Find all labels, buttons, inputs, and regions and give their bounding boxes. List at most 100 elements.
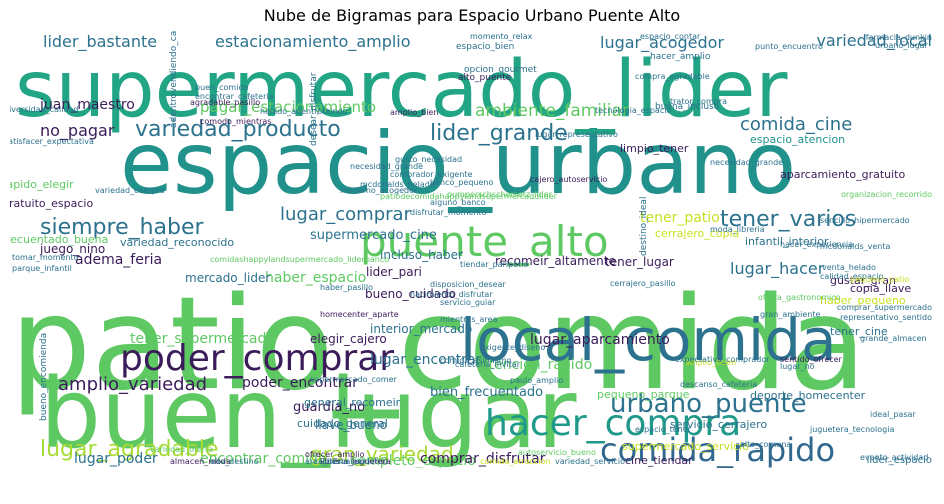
word-160: comida_asimismo <box>440 356 512 365</box>
word-79: comodo_mientras <box>200 117 272 126</box>
word-25: juan_maestro <box>40 97 135 113</box>
word-89: variedad_compra <box>95 186 165 195</box>
word-149: comprador_exigente <box>390 170 473 179</box>
word-84: cajero_autoservicio <box>530 175 608 184</box>
word-136: mcdonalds_venta <box>820 242 891 251</box>
word-16: gran_variedad <box>310 442 454 466</box>
word-132: homecenter_aparte <box>320 310 399 319</box>
word-135: sencillo_hipermercado <box>820 216 910 225</box>
word-122: parque_infantil <box>12 264 72 273</box>
word-125: farmacia_dunkin <box>865 33 932 42</box>
word-162: necesidad_grande <box>710 158 784 167</box>
word-76: opcion_gourmet <box>464 65 537 75</box>
word-14: comida_cine <box>740 114 853 135</box>
word-64: copia_llave <box>850 282 912 295</box>
word-21: lider_bastante <box>43 32 158 51</box>
word-109: comida_atraccion <box>480 457 551 466</box>
word-3: supermercado_lider <box>15 45 788 135</box>
word-69: servicio_cerrajero <box>670 418 768 431</box>
word-24: pagar_estacionamiento <box>200 98 377 116</box>
word-29: adema_feria <box>75 252 163 268</box>
word-54: juego_nino <box>40 242 106 256</box>
word-cloud: patio_comida espacio_urbano buen_lugar supe… <box>10 31 934 468</box>
word-138: calidad_espacio <box>820 272 884 281</box>
word-4: local_comida <box>460 306 837 374</box>
word-127: urbano_lugar <box>875 41 928 50</box>
word-11: urbano_puente <box>610 389 807 419</box>
word-143: moda_libreria <box>710 225 765 234</box>
word-130: agradable_pasillo <box>190 98 261 107</box>
word-57: frecuentado_buena <box>10 233 109 246</box>
word-156: disfrutar_momento <box>410 208 487 217</box>
word-146: gran_ambiente <box>760 310 821 319</box>
word-80: amplio_bien <box>390 108 439 117</box>
word-153: comidashappylandsupermercado_liderbanco <box>210 255 390 264</box>
word-91: diversidad_calidad <box>10 105 79 114</box>
word-48: bueno_cuidado <box>365 287 457 301</box>
word-128: espacio_contar <box>640 32 701 41</box>
word-37: poder_encontrar <box>242 375 358 391</box>
word-19: ambiente_familiar <box>475 101 629 121</box>
word-97: comprar_supermercado <box>836 303 932 312</box>
word-101: paulo_amplio <box>510 376 564 385</box>
word-134: lugar_representativo <box>535 130 618 139</box>
word-98: representativo_sentido <box>840 313 932 322</box>
word-120: alto_destino <box>210 457 259 466</box>
word-116: autoservicio_bueno <box>518 448 596 457</box>
word-140: pequeno_patio <box>850 275 910 284</box>
word-100: oferta_gastronomico <box>758 293 841 302</box>
word-26: no_pagar <box>40 121 115 140</box>
word-53: mercado_lider <box>185 271 271 285</box>
word-38: lugar_encontrar <box>370 352 482 368</box>
word-147: expectativa_comprador <box>675 355 770 364</box>
word-42: llave_bueno <box>315 418 388 432</box>
word-58: variedad_reconocido <box>120 236 235 249</box>
word-59: aparcamiento_gratuito <box>780 168 906 181</box>
word-81: buen_comida <box>195 83 249 92</box>
word-154: adentrovendiendo_cabritauste <box>169 31 179 128</box>
word-129: compra_agradable <box>635 72 710 81</box>
word-151: mcdonalds_helado <box>360 180 435 189</box>
word-141: amplio_buen <box>685 358 737 367</box>
word-62: infantil_interior <box>745 235 829 248</box>
word-61: espacio_atencion <box>750 133 846 146</box>
word-115: espacio_tener <box>635 425 691 434</box>
word-137: venta_helado <box>822 263 876 272</box>
word-155: desear_disfrutar <box>309 72 319 146</box>
word-45: lider_pari <box>366 265 422 279</box>
word-30: haber_espacio <box>265 270 367 286</box>
word-55: gratuito_espacio <box>10 197 94 210</box>
word-63: haber_pequeno <box>820 294 906 307</box>
word-50: bien_frecuentado <box>430 385 544 400</box>
word-93: supermercado_comer <box>310 375 397 384</box>
word-161: haber_pasillo <box>320 283 373 292</box>
word-20: estacionamiento_amplio <box>215 32 411 51</box>
word-34: lugar_poder <box>74 451 158 467</box>
word-108: variedad_oferta <box>150 445 214 454</box>
word-131: encontrar_cafeteria <box>195 92 274 101</box>
word-106: almacen_moda <box>170 457 231 466</box>
word-60: limpio_tener <box>620 142 689 155</box>
word-15: lugar_agradable <box>40 437 219 462</box>
word-75: hacer_amplio <box>650 52 711 62</box>
word-72: cerrajero_copia <box>655 227 740 240</box>
word-96: disposicion_desear <box>430 280 506 289</box>
chart-title: Nube de Bigramas para Espacio Urbano Pue… <box>263 6 681 25</box>
word-70: pequeno_parque <box>597 388 690 401</box>
word-46: incluso_haber <box>380 248 463 262</box>
word-52: general_recomeir <box>304 396 401 409</box>
word-77: alto_puente <box>458 73 512 83</box>
word-114: descanso_cafeteria <box>680 380 758 389</box>
word-133: cafeteria_invitar <box>455 360 521 369</box>
word-148: exigente_diseno <box>480 343 546 352</box>
word-9: variedad_producto <box>135 117 341 142</box>
word-18: lugar_comprar <box>280 204 411 225</box>
word-47: recomeir_altamente <box>495 254 616 268</box>
word-150: moderno_acogedor <box>340 186 418 195</box>
word-12: siempre_haber <box>40 215 204 240</box>
word-111: evento_actividad <box>860 453 929 462</box>
word-118: bueno_encomienda <box>39 332 49 421</box>
word-87: tecnologia_espacio <box>595 106 672 115</box>
word-163: hacer_experiencia <box>780 240 854 249</box>
word-82: banco_pequeno <box>430 178 494 187</box>
